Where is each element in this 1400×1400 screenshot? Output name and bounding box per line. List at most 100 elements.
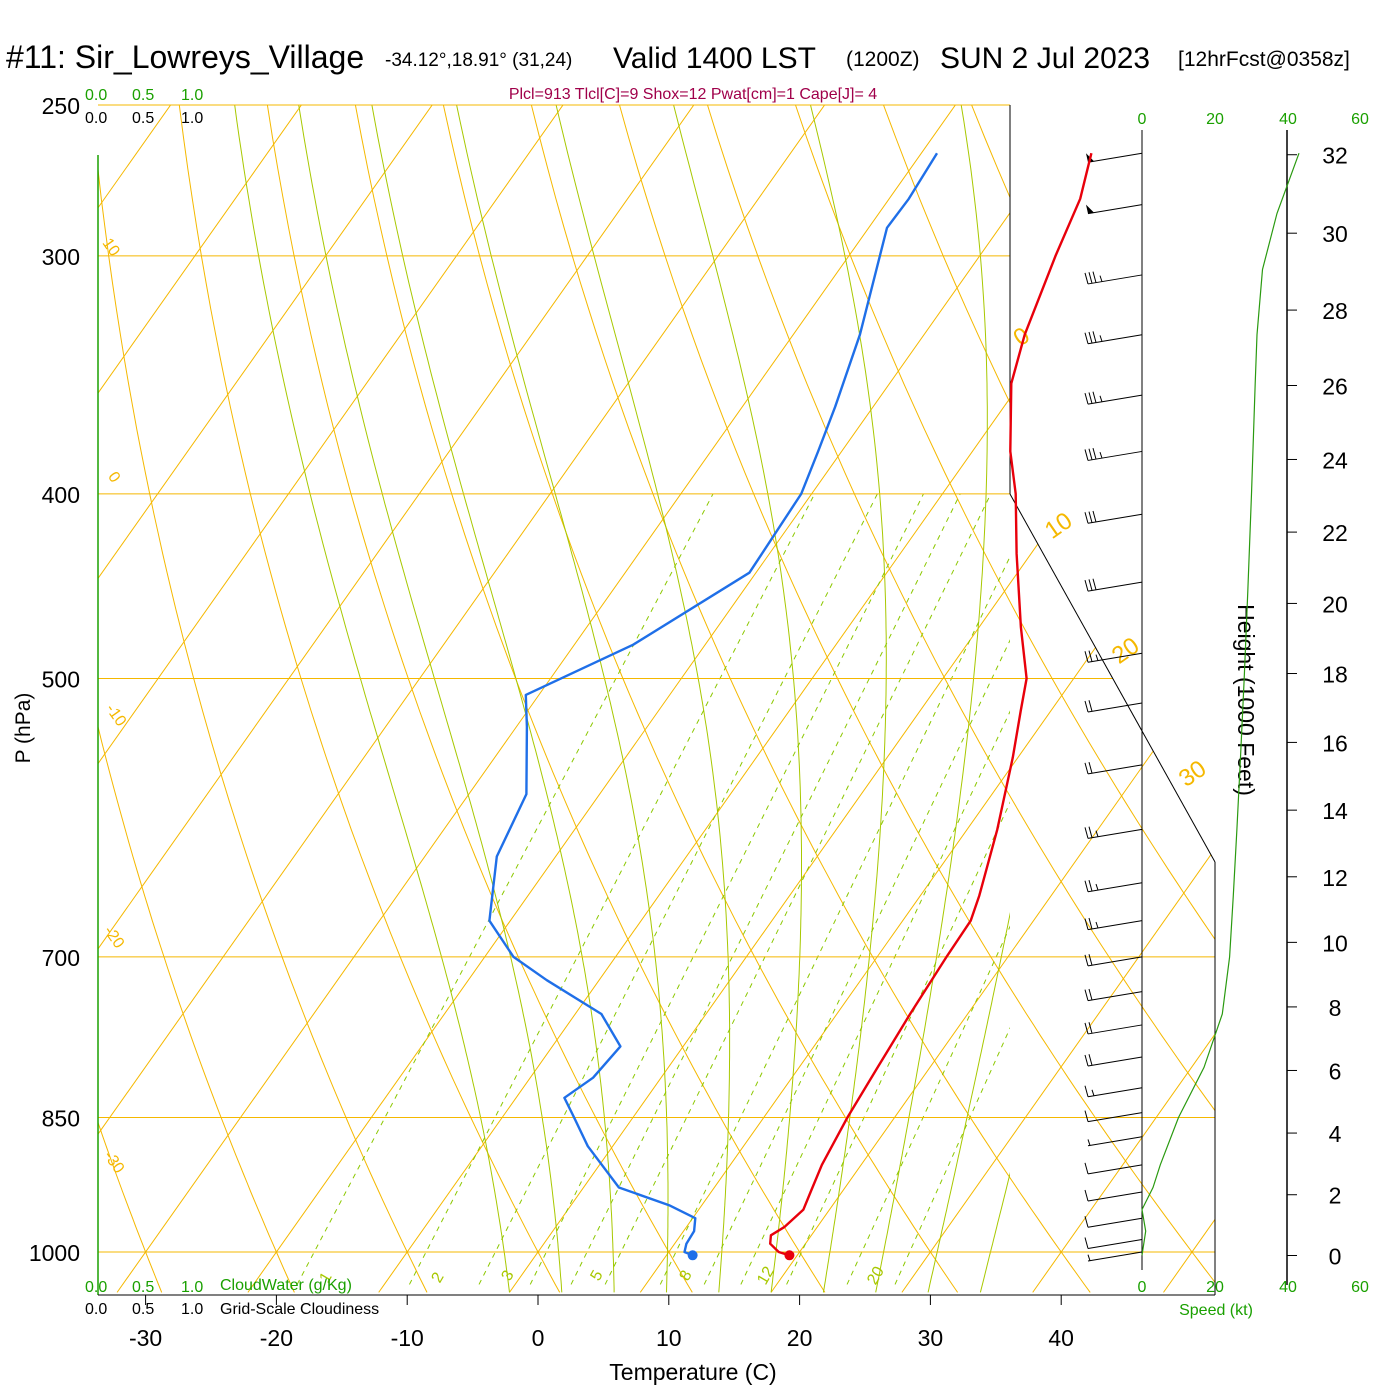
wind-barb: [1084, 1237, 1143, 1249]
speed-bottom-0: 0: [1138, 1279, 1147, 1296]
sounding-traces: [488, 152, 1093, 1261]
temp-tick-label: 10: [656, 1325, 682, 1351]
dry-adiabat: [696, 105, 1215, 1293]
pressure-tick-300: 300: [42, 244, 80, 270]
isotherm-label: -30: [100, 1148, 127, 1177]
moist-adiabat: [927, 912, 1010, 1293]
moist-adiabat: [810, 105, 887, 1293]
valid-zulu: (1200Z): [846, 48, 920, 71]
isotherm: [901, 105, 1215, 1293]
isotherm: [116, 105, 980, 1293]
moist-adiabat: [234, 105, 510, 1293]
x-axis-title: Temperature (C): [609, 1359, 776, 1385]
isotherm-label: 0: [104, 469, 123, 486]
mixing-ratio-label: 8: [677, 1268, 696, 1284]
cloud-scale-top-green-0: 0.0: [85, 87, 107, 104]
height-tick-label: 0: [1329, 1244, 1342, 1270]
dry-adiabat: [870, 105, 1215, 1293]
wind-barb: [1084, 510, 1143, 524]
pressure-tick-250: 250: [42, 93, 80, 119]
wind-barb: [1084, 391, 1143, 405]
wind-barb: [1084, 762, 1143, 775]
wind-barb: [1087, 1251, 1143, 1262]
dry-adiabat: [174, 105, 561, 1293]
dry-adiabat: [348, 105, 826, 1293]
temp-tick-label: 30: [918, 1325, 944, 1351]
dry-adiabat: [261, 105, 693, 1293]
mixing-ratio-lines: [296, 493, 1010, 1285]
speed-top-60: 60: [1351, 111, 1369, 128]
stability-params: Plcl=913 Tlcl[C]=9 Shox=12 Pwat[cm]=1 Ca…: [509, 86, 877, 103]
cloud-scale-bottom-green-0: 0.0: [85, 1279, 107, 1296]
cloudiness-label: Grid-Scale Cloudiness: [220, 1301, 379, 1318]
temp-tick-label: 0: [532, 1325, 545, 1351]
wind-barb: [1086, 152, 1143, 163]
speed-bottom-60: 60: [1351, 1279, 1369, 1296]
isotherm: [1163, 105, 1215, 1293]
height-tick-label: 10: [1322, 930, 1348, 956]
isotherm: [770, 105, 1215, 1293]
isotherm: [509, 105, 1215, 1293]
moist-adiabat: [875, 105, 988, 1293]
mixing-ratio-line: [703, 639, 1010, 1285]
height-tick-label: 4: [1329, 1121, 1342, 1147]
temperature-line: [769, 152, 1093, 1257]
moist-adiabat: [673, 105, 802, 1293]
speed-top-40: 40: [1279, 111, 1297, 128]
height-tick-label: 22: [1322, 520, 1348, 546]
temp-tick-label: 20: [787, 1325, 813, 1351]
mixing-ratio-line: [529, 493, 924, 1285]
speed-profile-line: [1141, 152, 1300, 1256]
wind-barb: [1084, 1085, 1143, 1098]
speed-scale-bottom: 0 20 40 60 Speed (kt): [1138, 1279, 1369, 1319]
temp-tick-label: -10: [391, 1325, 424, 1351]
cloud-scale-top-black-0: 0.0: [85, 110, 107, 127]
isotherm: [1032, 105, 1215, 1293]
forecast-info: [12hrFcst@0358z]: [1178, 48, 1350, 71]
wind-barb: [1084, 988, 1143, 1002]
wind-speed-profile: [1141, 152, 1300, 1256]
dry-adiabat: [98, 105, 428, 1293]
wind-barb: [1084, 331, 1143, 345]
temp-tick-label: 40: [1048, 1325, 1074, 1351]
dry-adiabat-lines: [98, 71, 1400, 1293]
isotherm-label: -20: [100, 923, 127, 952]
moist-adiabat: [298, 105, 563, 1293]
station-coords: -34.12°,18.91° (31,24): [385, 50, 572, 71]
isotherm-label: 30: [1174, 755, 1211, 792]
height-tick-label: 12: [1322, 865, 1348, 891]
cloud-scale-bottom: 0.0 0.5 1.0 CloudWater (g/Kg) 0.0 0.5 1.…: [85, 1277, 379, 1318]
mixing-ratio-label: 3: [499, 1268, 518, 1284]
wind-barb: [1084, 1216, 1143, 1228]
isotherm-label: 20: [1107, 632, 1144, 669]
moist-adiabat: [979, 1171, 1010, 1293]
temperature-surface-dot: [784, 1250, 795, 1261]
height-tick-label: 16: [1322, 730, 1348, 756]
wind-barb: [1084, 1110, 1143, 1123]
wind-barb: [1084, 700, 1143, 713]
height-tick-label: 32: [1322, 143, 1348, 169]
mixing-ratio-label: 2: [429, 1270, 448, 1286]
cloud-scale-top-green-1: 0.5: [132, 87, 154, 104]
dry-adiabat: [1393, 71, 1400, 1292]
wind-barb: [1084, 650, 1143, 663]
mixing-ratio-label: 12: [754, 1264, 778, 1288]
speed-scale-top: 0 20 40 60: [1138, 111, 1369, 128]
wind-barb: [1084, 879, 1143, 893]
valid-time: Valid 1400 LST: [613, 42, 816, 75]
isobar-lines: [98, 255, 1215, 1253]
wind-barbs: [1084, 152, 1143, 1262]
mixing-ratio-line: [408, 493, 816, 1285]
height-tick-label: 30: [1322, 221, 1348, 247]
wind-barb: [1084, 954, 1143, 967]
isotherm-lines: [98, 105, 1215, 1293]
wind-barb: [1087, 1136, 1143, 1147]
isotherm: [98, 105, 326, 1293]
speed-top-20: 20: [1206, 111, 1224, 128]
dry-adiabat: [1306, 71, 1400, 1292]
wind-barb: [1084, 271, 1143, 285]
mixing-ratio-line: [296, 493, 714, 1285]
dry-adiabat: [783, 105, 1215, 1293]
temp-tick-label: -30: [129, 1325, 162, 1351]
